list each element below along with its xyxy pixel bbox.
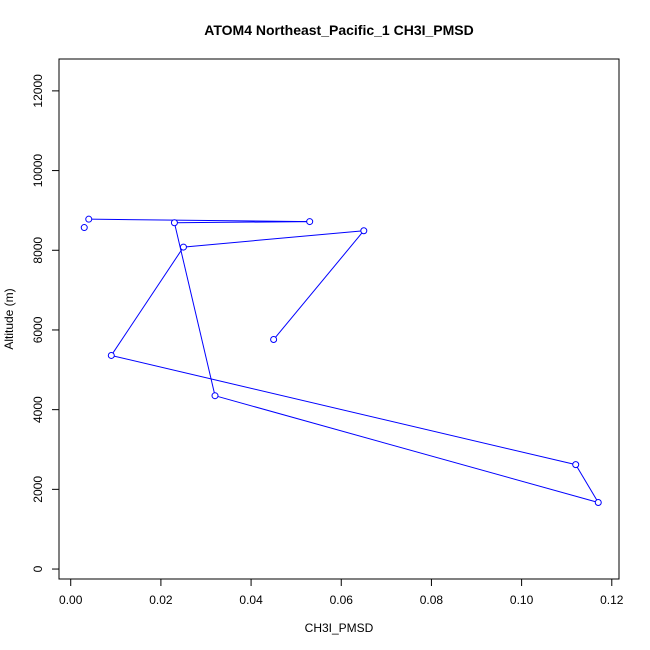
data-point [85,215,93,223]
y-tick-label: 0 [31,565,45,572]
data-point [80,224,88,232]
x-tick-label: 0.02 [149,593,173,607]
series-line-segment [88,218,310,223]
y-tick-label: 12000 [31,74,45,108]
y-tick-label: 6000 [31,316,45,343]
data-point [270,336,278,344]
series-line-segment [111,354,576,466]
data-point [179,243,187,251]
series-line-segment [214,395,599,503]
x-tick-label: 0.10 [510,593,534,607]
data-point [306,218,314,226]
data-point [107,351,115,359]
plot-frame [58,58,620,580]
y-tick-label: 4000 [31,396,45,423]
y-tick-label: 10000 [31,154,45,188]
data-point [170,219,178,227]
series-lines [88,218,599,503]
series-line-segment [183,230,364,248]
y-tick-label: 8000 [31,237,45,264]
data-point [360,227,368,235]
series-points [80,215,602,506]
x-axis-label: CH3I_PMSD [305,621,374,635]
y-tick-label: 2000 [31,476,45,503]
x-tick-label: 0.08 [420,593,444,607]
chart-title: ATOM4 Northeast_Pacific_1 CH3I_PMSD [204,22,473,38]
x-tick-label: 0.04 [239,593,263,607]
x-tick-label: 0.06 [330,593,354,607]
series-line-segment [273,230,365,340]
x-tick-label: 0.00 [59,593,83,607]
data-point [572,461,580,469]
x-axis: 0.00 0.02 0.04 0.06 0.08 0.10 0.12 [59,578,624,607]
series-line-segment [173,222,216,396]
series-line-segment [575,464,599,503]
data-point [211,392,219,400]
series-line-segment [110,246,184,356]
y-axis: 0 2000 4000 6000 8000 10000 12000 [31,74,60,572]
series-line-segment [174,221,310,224]
data-point [594,498,602,506]
x-tick-label: 0.12 [600,593,624,607]
y-axis-label: Altitude (m) [2,288,16,349]
